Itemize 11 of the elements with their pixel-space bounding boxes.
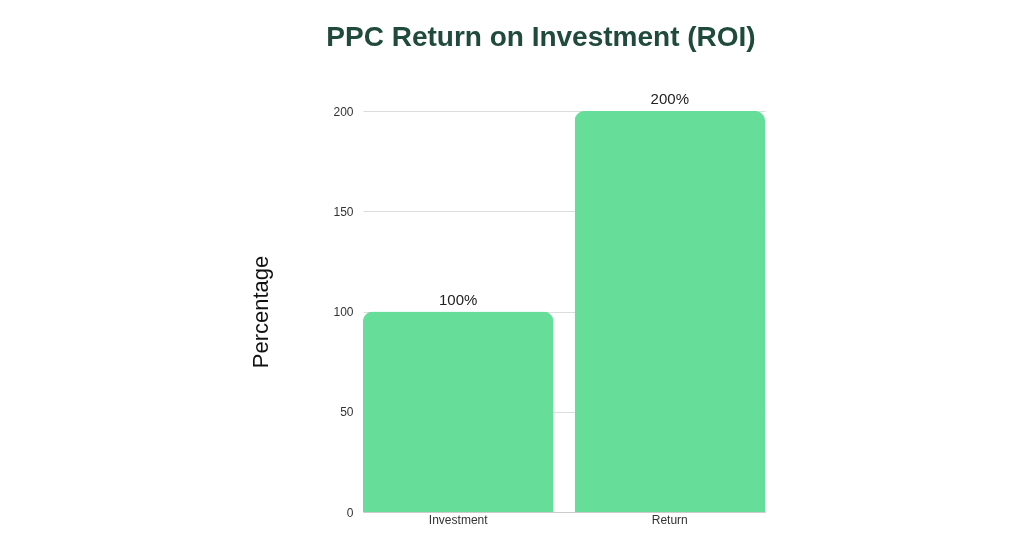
y-tick-label: 200: [333, 104, 354, 119]
x-tick-label: Return: [651, 512, 688, 527]
y-tick-label: 100: [333, 305, 354, 319]
data-label: 100%: [439, 290, 478, 308]
y-axis-title: Percentage: [248, 255, 274, 369]
x-tick-label: Investment: [428, 512, 489, 527]
data-label: 200%: [650, 90, 689, 107]
y-tick-label: 0: [346, 505, 354, 520]
y-tick-label: 50: [340, 405, 354, 420]
y-tick-label: 150: [333, 204, 354, 219]
chart-title: PPC Return on Investment (ROI): [326, 21, 756, 52]
